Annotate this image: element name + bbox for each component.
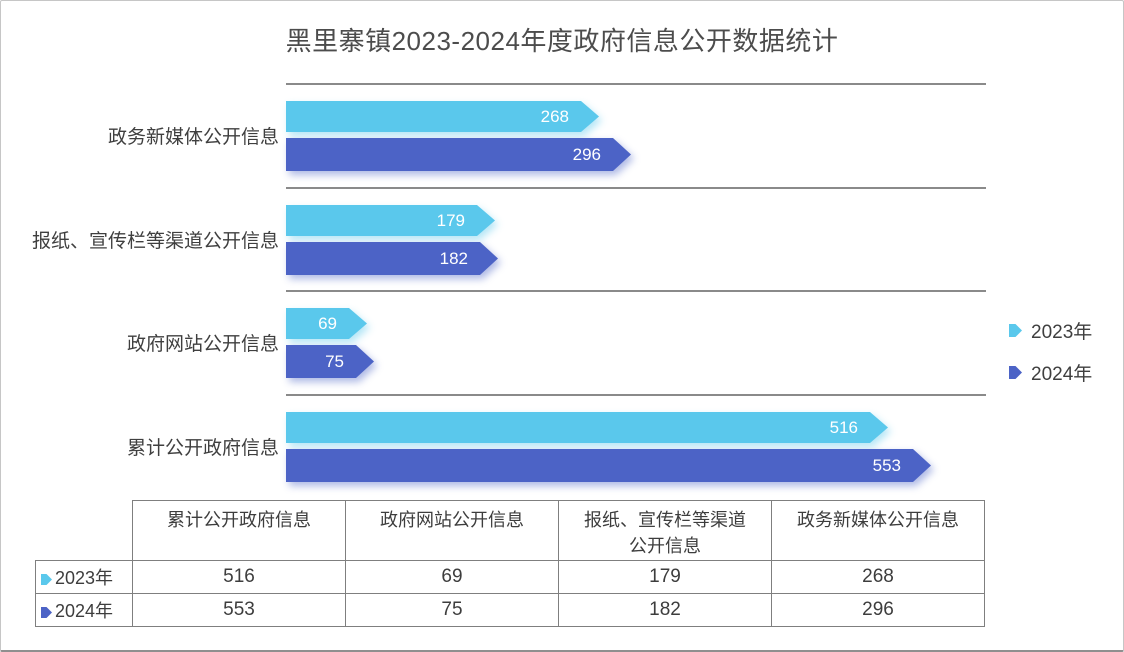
table-row-label-2023: 2023年 xyxy=(35,560,133,594)
category-group: 报纸、宣传栏等渠道公开信息 179 182 xyxy=(1,187,986,291)
row-arrow-marker-icon xyxy=(41,607,52,618)
table-value-cell: 179 xyxy=(558,560,772,594)
table-value-cell: 296 xyxy=(771,593,985,627)
legend: 2023年 2024年 xyxy=(1009,317,1092,401)
table-value-cell: 75 xyxy=(345,593,559,627)
bar-arrow-shape[interactable]: 553 xyxy=(286,449,931,482)
bar-2024[interactable]: 553 xyxy=(286,449,931,482)
bar-2023[interactable]: 179 xyxy=(286,205,495,236)
bar-2023[interactable]: 69 xyxy=(286,308,367,339)
bar-arrow-shape[interactable]: 182 xyxy=(286,242,498,275)
bar-value-label: 182 xyxy=(439,249,468,268)
category-group: 累计公开政府信息 516 553 xyxy=(1,394,986,498)
bar-2024[interactable]: 182 xyxy=(286,242,498,275)
bar-arrow-shape[interactable]: 69 xyxy=(286,308,367,339)
row-arrow-marker-icon xyxy=(41,574,52,585)
table-row: 2023年 516 69 179 268 xyxy=(35,560,985,594)
bar-2024[interactable]: 75 xyxy=(286,345,374,378)
table-row: 2024年 553 75 182 296 xyxy=(35,593,985,627)
category-separator-line xyxy=(286,290,986,292)
table-column-header-3: 政务新媒体公开信息 xyxy=(771,500,985,561)
legend-item-2024[interactable]: 2024年 xyxy=(1009,359,1092,386)
table-row-label-text: 2023年 xyxy=(55,568,114,588)
legend-item-2023[interactable]: 2023年 xyxy=(1009,317,1092,344)
bar-value-label: 268 xyxy=(540,107,569,126)
table-value-cell: 69 xyxy=(345,560,559,594)
bar-value-label: 75 xyxy=(325,352,344,371)
bar-arrow-shape[interactable]: 268 xyxy=(286,101,599,132)
table-row-label-text: 2024年 xyxy=(55,601,114,621)
table-value-cell: 553 xyxy=(132,593,346,627)
table-value-cell: 268 xyxy=(771,560,985,594)
bar-value-label: 179 xyxy=(436,211,465,230)
category-separator-line xyxy=(286,394,986,396)
table-column-header-1: 政府网站公开信息 xyxy=(345,500,559,561)
bar-value-label: 553 xyxy=(872,456,901,475)
table-value-cell: 182 xyxy=(558,593,772,627)
chart-title: 黑里寨镇2023-2024年度政府信息公开数据统计 xyxy=(285,26,839,56)
bar-value-label: 69 xyxy=(318,314,337,333)
bar-value-label: 296 xyxy=(572,145,601,164)
category-label: 政务新媒体公开信息 xyxy=(107,127,279,148)
table-row-label-2024: 2024年 xyxy=(35,593,133,627)
legend-arrow-marker-icon xyxy=(1009,366,1022,379)
category-group: 政府网站公开信息 69 75 xyxy=(1,290,986,394)
bar-arrow-shape[interactable]: 296 xyxy=(286,138,631,171)
table-column-header-0: 累计公开政府信息 xyxy=(132,500,346,561)
bar-value-label: 516 xyxy=(829,418,858,437)
table-header-row: 累计公开政府信息 政府网站公开信息 报纸、宣传栏等渠道公开信息 政务新媒体公开信息 xyxy=(36,500,985,561)
legend-arrow-marker-icon xyxy=(1009,324,1022,337)
bar-arrow-shape[interactable]: 75 xyxy=(286,345,374,378)
bar-2023[interactable]: 268 xyxy=(286,101,599,132)
legend-label: 2024年 xyxy=(1031,364,1093,385)
table-corner-cell xyxy=(36,501,133,561)
category-separator-line xyxy=(286,83,986,85)
legend-label: 2023年 xyxy=(1031,322,1093,343)
category-label: 报纸、宣传栏等渠道公开信息 xyxy=(31,231,279,252)
category-group: 政务新媒体公开信息 268 296 xyxy=(1,83,986,187)
data-table: 累计公开政府信息 政府网站公开信息 报纸、宣传栏等渠道公开信息 政务新媒体公开信息 20… xyxy=(35,500,985,627)
table-column-header-2: 报纸、宣传栏等渠道公开信息 xyxy=(558,500,772,561)
category-label: 累计公开政府信息 xyxy=(126,438,279,459)
bar-arrow-shape[interactable]: 516 xyxy=(286,412,888,443)
bar-arrow-shape[interactable]: 179 xyxy=(286,205,495,236)
category-separator-line xyxy=(286,187,986,189)
bar-2024[interactable]: 296 xyxy=(286,138,631,171)
category-label: 政府网站公开信息 xyxy=(126,334,279,355)
table-value-cell: 516 xyxy=(132,560,346,594)
bar-2023[interactable]: 516 xyxy=(286,412,888,443)
